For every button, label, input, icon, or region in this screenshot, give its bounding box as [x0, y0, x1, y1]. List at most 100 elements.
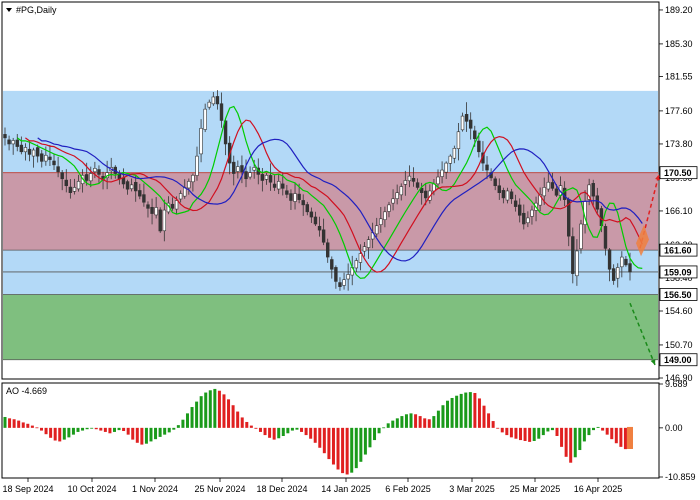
ao-bar [509, 427, 513, 438]
ao-bar [204, 392, 208, 428]
candle-body [215, 96, 220, 105]
price-highlight-marker [636, 224, 649, 257]
ao-label: AO -4.669 [6, 386, 47, 396]
candle-body [530, 209, 534, 217]
candle-body [207, 101, 211, 108]
symbol-title: #PG,Daily [6, 5, 57, 15]
level-tag-label: 159.09 [664, 267, 692, 277]
ao-bar [363, 427, 367, 455]
ao-bar [345, 427, 349, 475]
candle-body [473, 130, 477, 140]
candle-body [125, 181, 130, 190]
candle-body [346, 274, 350, 280]
candle-body [297, 193, 301, 200]
candle-body [562, 187, 567, 200]
candle-body [464, 114, 469, 122]
candle-body [40, 153, 44, 162]
candle-body [252, 167, 256, 171]
ao-bar [610, 427, 614, 440]
ao-bar [487, 413, 491, 428]
candle-body [407, 175, 412, 182]
candle-body [366, 239, 371, 248]
candle-body [522, 212, 526, 225]
ao-bar [377, 427, 381, 434]
ao-histogram [3, 388, 633, 475]
ao-bar [140, 427, 144, 445]
candle-body [326, 242, 330, 258]
candle-body [542, 187, 546, 197]
candle-body [232, 161, 236, 174]
candle-body [375, 225, 379, 235]
ao-bar [58, 427, 62, 442]
candle-body [342, 279, 346, 286]
y-tick-label: 154.60 [665, 306, 693, 316]
ao-bar [154, 427, 158, 440]
candle-body [240, 165, 244, 173]
ao-bar [386, 423, 390, 428]
candle-body [76, 181, 81, 190]
y-tick-label: 150.70 [665, 340, 693, 350]
chart-title: #PG,Daily [16, 5, 57, 15]
y-tick-label: 146.90 [665, 373, 693, 383]
level-tag-box [659, 353, 698, 367]
candle-body [11, 140, 15, 145]
ao-bar [258, 427, 262, 432]
ao-bar [477, 398, 481, 428]
ao-y-tick-label: -10.859 [665, 472, 696, 482]
candle-body [338, 282, 342, 287]
candle-body [579, 223, 583, 250]
candle-body [174, 200, 179, 210]
level-tag-label: 156.50 [664, 290, 692, 300]
candle-body [219, 103, 224, 121]
candle-body [505, 190, 510, 201]
level-tag-1: 161.60 [659, 243, 698, 257]
candle-body [419, 187, 424, 193]
dropdown-triangle-icon[interactable] [6, 8, 12, 12]
y-tick-label: 185.30 [665, 39, 693, 49]
ao-bar [53, 427, 57, 441]
candle-body [554, 188, 559, 196]
candle-body [236, 166, 240, 172]
candle-body [330, 259, 334, 270]
candle-body [64, 179, 68, 187]
candle-body [272, 183, 277, 188]
ao-bar [519, 427, 523, 441]
candle-body [497, 185, 501, 193]
candle-body [309, 211, 314, 218]
ao-bar [26, 423, 30, 428]
arrows-layer [629, 174, 661, 366]
candle-body [281, 183, 285, 189]
candle-body [97, 169, 101, 175]
candle-body [620, 256, 624, 268]
levels-layer [3, 172, 658, 361]
ao-bar [263, 427, 267, 436]
ao-bar [62, 427, 66, 440]
x-axis: 18 Sep 2024 10 Oct 2024 1 Nov 2024 25 Nov 2… [2, 478, 622, 494]
candle-body [117, 173, 122, 180]
ao-bar [582, 427, 586, 442]
ao-bar [500, 427, 504, 433]
candle-body [493, 178, 497, 187]
ao-bar [236, 411, 240, 428]
level-tag-label: 170.50 [664, 168, 692, 178]
y-tick-label: 181.55 [665, 72, 693, 82]
candle-body [19, 144, 24, 153]
level-tag-4: 149.00 [659, 353, 698, 367]
ao-bar [569, 427, 573, 463]
candle-body [93, 168, 97, 173]
ao-bar [163, 427, 167, 435]
ao-bar [578, 427, 582, 451]
ao-bar [17, 420, 21, 428]
x-tick-label: 16 Apr 2025 [574, 484, 623, 494]
candle-body [513, 200, 518, 207]
ao-bar [592, 427, 596, 431]
ao-bar [131, 427, 135, 440]
ao-bar [304, 427, 308, 436]
ao-y-tick-label: 0.00 [665, 423, 683, 433]
ao-bar [112, 427, 116, 432]
candle-body [268, 175, 273, 183]
ao-bar [30, 425, 34, 428]
candle-body [301, 200, 305, 206]
candle-body [452, 148, 457, 159]
candle-body [15, 139, 19, 147]
